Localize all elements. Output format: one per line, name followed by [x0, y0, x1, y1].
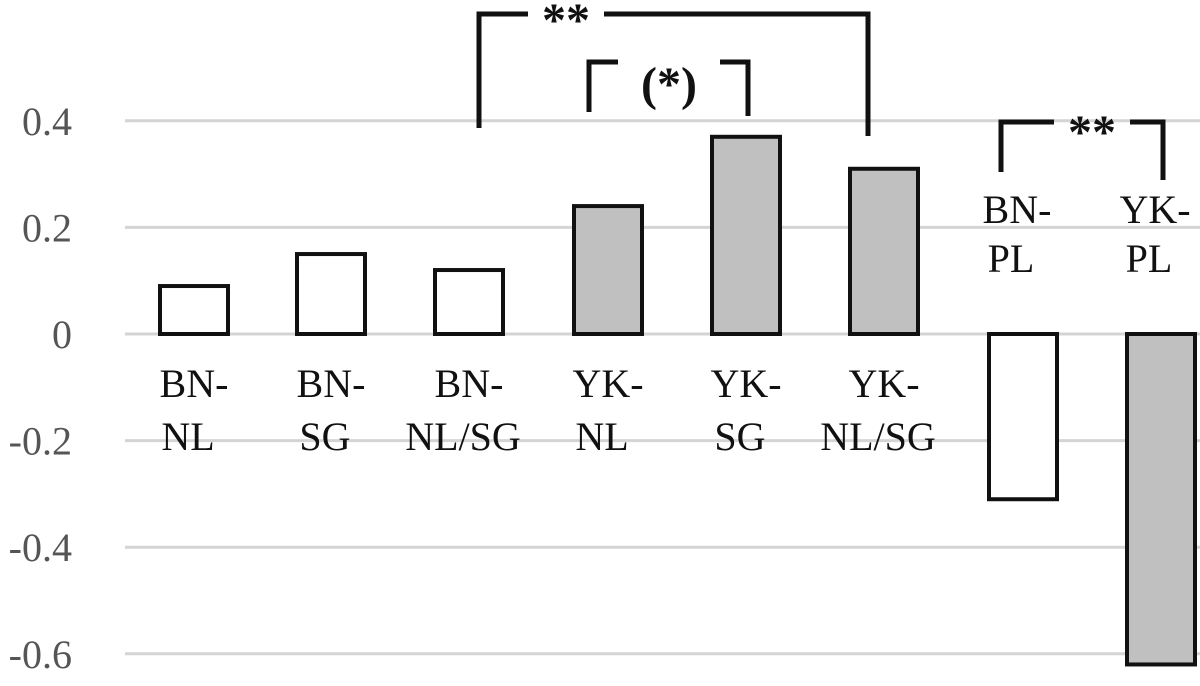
x-tick-label: BN- — [160, 361, 229, 406]
x-tick-label: NL — [575, 414, 628, 459]
x-tick-label: SG — [299, 414, 350, 459]
x-tick-label: PL — [1126, 236, 1173, 281]
significance-bracket — [720, 59, 751, 116]
significance-bracket — [1130, 119, 1166, 180]
x-tick-label: NL — [161, 414, 214, 459]
x-axis-labels: BN-NLBN-SGBN-NL/SGYK-NLYK-SGYK-NL/SGBN-P… — [160, 187, 1191, 459]
x-tick-label: BN- — [297, 361, 366, 406]
bar — [158, 284, 230, 336]
bar — [710, 134, 782, 336]
x-tick-label: YK- — [848, 361, 919, 406]
y-tick-label: 0.2 — [22, 205, 72, 250]
bars — [158, 134, 1197, 667]
significance-label: ** — [1068, 106, 1116, 159]
y-tick-label: -0.2 — [9, 419, 72, 464]
bar — [987, 332, 1059, 502]
significance-bracket — [998, 119, 1054, 172]
bar — [1125, 332, 1197, 667]
significance-bracket — [586, 59, 618, 112]
significance-bracket — [604, 11, 871, 136]
x-tick-label: BN- — [983, 187, 1052, 232]
x-tick-label: NL/SG — [405, 414, 521, 459]
bar — [572, 204, 644, 336]
x-tick-label: YK- — [710, 361, 781, 406]
y-axis-ticks: 0.4 0.2 0 -0.2 -0.4 -0.6 — [9, 99, 72, 677]
y-tick-label: 0.4 — [22, 99, 72, 144]
x-tick-label: PL — [988, 236, 1035, 281]
bar — [848, 166, 920, 336]
y-tick-label: -0.4 — [9, 525, 72, 570]
x-tick-label: BN- — [435, 361, 504, 406]
significance-label: (*) — [641, 58, 697, 111]
significance-label: ** — [542, 0, 590, 47]
y-tick-label: -0.6 — [9, 632, 72, 677]
significance-annotations: ** (*) ** — [476, 0, 1166, 180]
bar — [433, 268, 505, 337]
x-tick-label: SG — [714, 414, 765, 459]
x-tick-label: NL/SG — [820, 414, 936, 459]
x-tick-label: YK- — [572, 361, 643, 406]
x-tick-label: YK- — [1119, 187, 1190, 232]
significance-bracket — [476, 11, 528, 128]
y-tick-label: 0 — [52, 312, 72, 357]
bar — [295, 252, 367, 336]
